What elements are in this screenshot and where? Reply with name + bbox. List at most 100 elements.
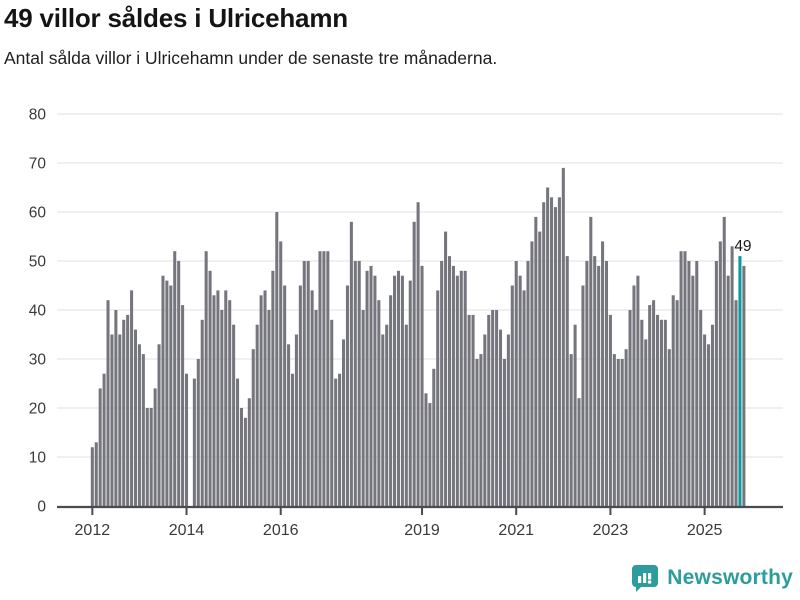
x-axis-label-2019: 2019 [404, 522, 440, 539]
chart-header: 49 villor såldes i Ulricehamn Antal såld… [4, 3, 796, 69]
bar-month-77 [393, 275, 397, 506]
bar-month-48 [279, 241, 283, 506]
highlighted-bar-latest [738, 256, 742, 506]
bar-month-110 [522, 290, 526, 506]
bar-month-102 [491, 310, 495, 506]
bar-month-10 [130, 290, 134, 506]
bar-month-53 [298, 285, 302, 506]
bar-month-73 [377, 300, 381, 506]
bar-month-74 [381, 334, 385, 506]
bar-month-30 [208, 270, 212, 506]
bar-month-166 [742, 265, 746, 506]
bar-month-154 [695, 261, 699, 506]
bar-month-42 [255, 324, 259, 506]
bar-month-52 [294, 334, 298, 506]
bar-month-41 [251, 349, 255, 506]
bar-month-90 [444, 231, 448, 506]
bar-month-12 [137, 344, 141, 506]
x-axis-label-2021: 2021 [498, 522, 534, 539]
x-axis-label-2014: 2014 [169, 522, 205, 539]
bar-month-152 [687, 261, 691, 506]
bar-month-43 [259, 295, 263, 506]
bar-month-128 [593, 256, 597, 506]
bar-month-28 [200, 319, 204, 506]
bar-month-84 [420, 265, 424, 506]
bar-month-156 [703, 334, 707, 506]
bar-month-106 [506, 334, 510, 506]
bar-month-157 [707, 344, 711, 506]
bar-month-16 [153, 388, 157, 506]
bar-month-38 [239, 408, 243, 506]
bar-month-88 [436, 290, 440, 506]
bar-month-22 [177, 261, 181, 506]
bar-month-39 [243, 417, 247, 506]
bar-month-3 [102, 373, 106, 506]
bar-month-15 [149, 408, 153, 506]
bar-month-75 [385, 324, 389, 506]
bar-month-96 [467, 314, 471, 506]
bar-month-55 [306, 261, 310, 506]
bar-month-113 [534, 216, 538, 506]
bar-month-63 [338, 373, 342, 506]
newsworthy-branding[interactable]: Newsworthy [630, 563, 793, 593]
bar-month-125 [581, 285, 585, 506]
x-axis-label-2023: 2023 [593, 522, 629, 539]
logo-exclamation-bar [648, 573, 652, 580]
bar-month-147 [667, 349, 671, 506]
y-axis-label-30: 30 [29, 352, 47, 369]
x-axis-label-2025: 2025 [687, 522, 723, 539]
y-axis-label-10: 10 [29, 450, 47, 467]
bar-month-34 [224, 290, 228, 506]
bar-month-93 [455, 275, 459, 506]
y-axis-label-50: 50 [29, 254, 47, 271]
bar-month-138 [632, 285, 636, 506]
bar-month-121 [565, 256, 569, 506]
bar-month-104 [499, 329, 503, 506]
bar-month-23 [181, 305, 185, 506]
bar-month-118 [553, 207, 557, 506]
bar-month-139 [636, 275, 640, 506]
bar-month-7 [118, 334, 122, 506]
bar-month-135 [620, 359, 624, 506]
bar-month-91 [447, 256, 452, 506]
bar-month-146 [663, 319, 667, 506]
bar-month-29 [204, 251, 208, 506]
bar-month-11 [133, 329, 138, 506]
bar-month-51 [290, 373, 295, 506]
newsworthy-logo-icon [632, 565, 659, 592]
bar-month-89 [440, 261, 444, 506]
bar-month-158 [710, 324, 714, 506]
bar-month-70 [365, 270, 369, 506]
bar-month-61 [330, 319, 334, 506]
bar-month-24 [185, 373, 189, 506]
bar-month-47 [275, 212, 279, 506]
bar-month-79 [400, 275, 404, 506]
y-axis-label-80: 80 [29, 107, 47, 124]
bar-month-0 [90, 447, 94, 506]
bar-month-21 [173, 251, 177, 506]
bar-month-19 [165, 280, 169, 506]
bar-month-44 [263, 290, 267, 506]
bar-month-62 [334, 378, 338, 506]
bar-month-109 [518, 275, 522, 506]
bar-month-65 [345, 285, 349, 506]
bar-month-134 [616, 359, 620, 506]
x-axis-label-2016: 2016 [263, 522, 299, 539]
bar-month-105 [502, 359, 506, 506]
bar-month-18 [161, 275, 165, 506]
bar-month-144 [656, 314, 660, 506]
bar-month-78 [396, 270, 400, 506]
bar-month-148 [671, 295, 675, 506]
bar-month-149 [675, 300, 679, 506]
bar-month-124 [577, 398, 581, 506]
bar-month-67 [353, 261, 357, 506]
bar-month-80 [404, 324, 408, 506]
bar-chart-svg: 0 10 20 30 40 50 60 70 80 2012 2014 2016 2019 2021 202… [29, 107, 783, 539]
bar-month-9 [126, 314, 130, 506]
bar-month-1 [94, 442, 98, 506]
bar-month-66 [349, 221, 353, 507]
bar-month-114 [538, 231, 542, 506]
bar-month-127 [589, 216, 593, 506]
bar-month-111 [526, 261, 530, 506]
y-axis-label-0: 0 [37, 499, 46, 516]
